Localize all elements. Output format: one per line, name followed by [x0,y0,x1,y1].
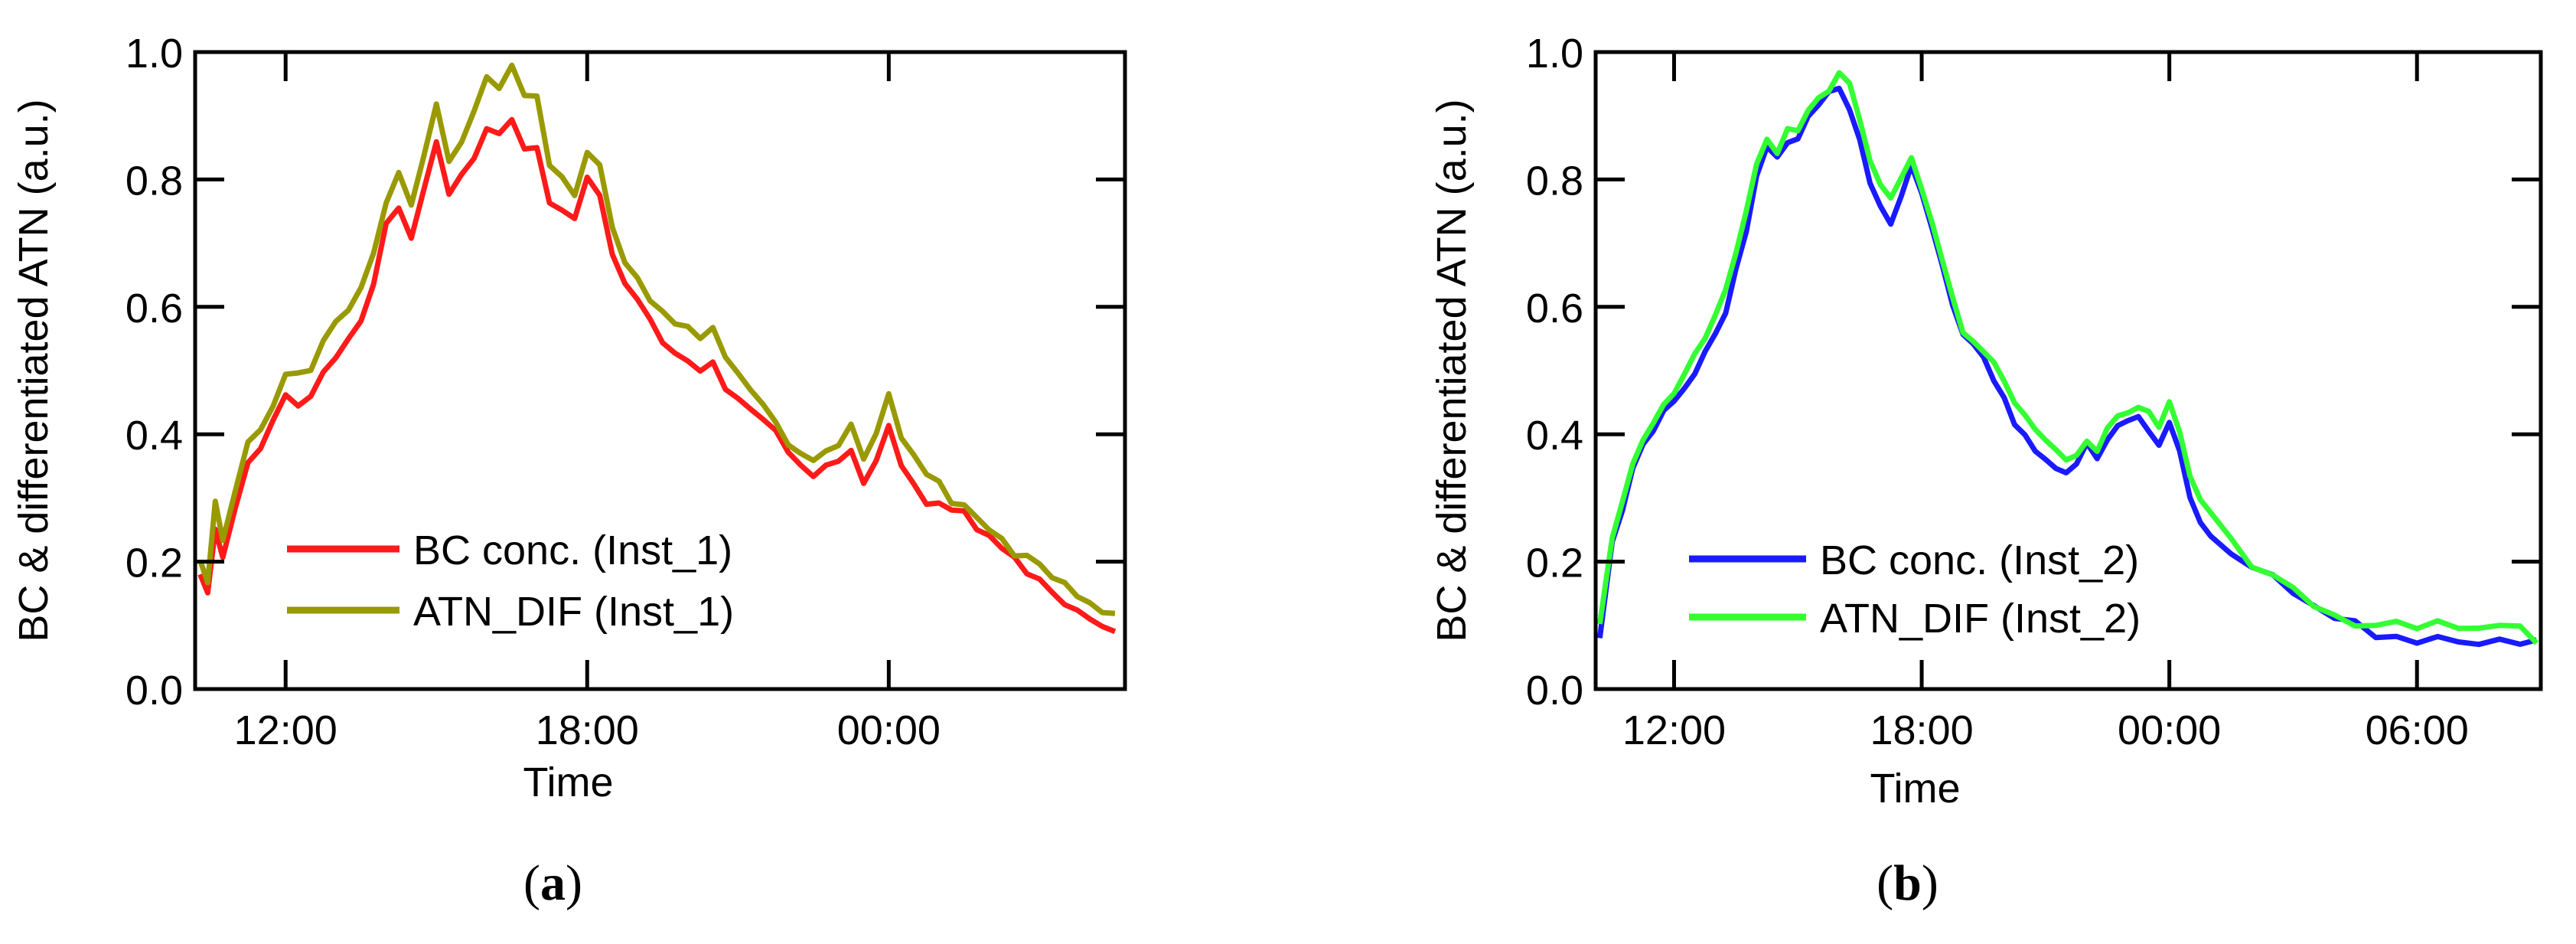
x-tick-label: 12:00 [1622,707,1726,753]
panel-label-close: ) [566,855,582,911]
panel-label-letter: a [540,855,566,911]
y-tick-label: 0.6 [1526,286,1583,332]
legend-label-2: ATN_DIF (Inst_2) [1820,596,2141,642]
panel-label: (b) [1877,855,1939,911]
legend: BC conc. (Inst_1) ATN_DIF (Inst_1) [287,528,734,635]
y-tick-label: 0.8 [126,158,183,204]
legend-label-2: ATN_DIF (Inst_1) [413,589,734,635]
series-line-1 [197,116,1117,635]
panel-label-letter: b [1893,855,1922,911]
plot-frame [193,50,1127,691]
legend: BC conc. (Inst_2) ATN_DIF (Inst_2) [1689,537,2141,642]
y-tick-label: 1.0 [126,31,183,77]
x-axis-title: Time [1870,766,1961,812]
legend-label-1: BC conc. (Inst_1) [413,528,732,573]
legend-label-1: BC conc. (Inst_2) [1820,537,2139,583]
y-tick-label: 0.8 [1526,158,1583,204]
y-tick-label: 0.2 [126,541,183,586]
panel-label-open: ( [1877,855,1893,911]
series-line-2 [1596,70,2539,645]
y-tick-label: 0.4 [126,413,183,459]
series-line-2 [197,62,1116,616]
x-tick-label: 00:00 [2118,707,2221,753]
y-tick-label: 1.0 [1526,31,1583,77]
y-axis-title: BC & differentiated ATN (a.u.) [1429,99,1475,642]
series-group [197,62,1117,635]
y-tick-label: 0.6 [126,286,183,332]
chart-panel-b: 0.0 0.2 0.4 0.6 0.8 1.0 12:00 18:00 00:00 06:00 Ti… [1429,31,2543,911]
series-group [1596,70,2539,648]
y-tick-label: 0.0 [126,668,183,714]
x-tick-label: 12:00 [234,707,337,753]
panel-label-open: ( [523,855,540,911]
x-tick-label: 18:00 [1870,707,1973,753]
y-tick-label: 0.0 [1526,668,1583,714]
chart-panel-a: 0.0 0.2 0.4 0.6 0.8 1.0 12:00 18:00 00:00 Time BC … [11,31,1127,911]
y-tick-label: 0.2 [1526,541,1583,586]
y-tick-label: 0.4 [1526,413,1583,459]
panel-label-close: ) [1922,855,1939,911]
x-tick-label: 18:00 [536,707,639,753]
plot-frame [1593,50,2543,691]
x-axis-title: Time [523,759,614,805]
x-tick-label: 00:00 [837,707,941,753]
panel-label: (a) [523,855,582,911]
y-axis-title: BC & differentiated ATN (a.u.) [11,99,57,642]
x-tick-label: 06:00 [2366,707,2469,753]
